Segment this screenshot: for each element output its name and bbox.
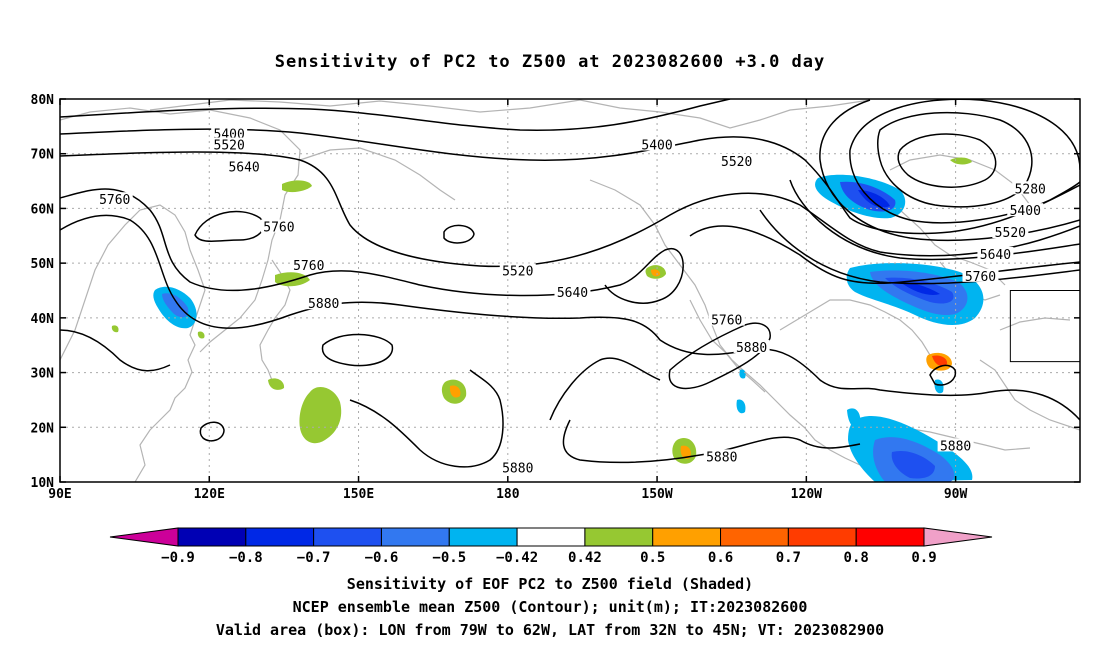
contour-label-bg — [703, 449, 740, 463]
colorbar-level-label: −0.42 — [496, 550, 538, 566]
contour-labels: 5400 5520 5640 5760 5760 5760 5880 5400 5520 5520… — [96, 126, 1049, 476]
lon-tick-label: 150W — [641, 487, 672, 502]
contour-label-bg — [992, 225, 1029, 239]
lat-tick-label: 50N — [31, 257, 55, 272]
shade-pos-pacific — [299, 387, 342, 444]
colorbar-swatch — [720, 527, 789, 547]
valid-area-box — [1009, 290, 1080, 363]
colorbar-level-label: 0.9 — [911, 550, 936, 566]
contour-label: 5520 — [214, 139, 245, 154]
colorbar-swatch — [855, 527, 925, 547]
colorbar-swatch — [448, 527, 518, 547]
contour-label: 5640 — [557, 286, 588, 301]
colorbar-level-label: −0.6 — [365, 550, 399, 566]
contour-label-bg — [226, 159, 263, 173]
contour-label-bg — [733, 339, 770, 353]
colorbar-swatch — [787, 527, 857, 547]
colorbar-level-label: −0.8 — [229, 550, 263, 566]
contour-label-bg — [305, 296, 342, 310]
colorbar-level-label: 0.7 — [776, 550, 801, 566]
colorbar-swatch — [313, 527, 382, 547]
contour-label-bg — [708, 312, 745, 326]
colorbar-swatch — [584, 527, 654, 547]
colorbar-level-label: −0.7 — [297, 550, 331, 566]
lon-tick-label: 150E — [343, 487, 374, 502]
colorbar: −0.9 −0.8 −0.7 −0.6 −0.5 −0.42 0.42 0.5 0.6 0.7 0.… — [109, 527, 993, 566]
contour-label: 5520 — [721, 155, 752, 170]
contour-label: 5760 — [99, 193, 130, 208]
colorbar-level-label: −0.5 — [432, 550, 466, 566]
map-area: 5400 5520 5640 5760 5760 5760 5880 5400 5520 5520… — [60, 99, 1080, 482]
colorbar-swatch — [516, 527, 586, 547]
contour-label-bg — [211, 137, 248, 151]
contour-label-bg — [937, 438, 974, 452]
contour-label: 5760 — [965, 270, 996, 285]
colorbar-level-label: 0.6 — [708, 550, 733, 566]
contour-label: 5880 — [736, 341, 767, 356]
caption-shading: Sensitivity of EOF PC2 to Z500 field (Sh… — [347, 575, 753, 593]
lon-tick-label: 180 — [496, 487, 520, 502]
contour-label-bg — [290, 257, 327, 271]
colorbar-swatch — [380, 527, 450, 547]
contour-label-bg — [96, 192, 133, 206]
contour-label-bg — [499, 263, 536, 277]
contour-label-bg — [1007, 203, 1044, 217]
lat-tick-label: 40N — [31, 312, 55, 327]
contour-label: 5760 — [293, 259, 324, 274]
colorbar-level-label: 0.8 — [844, 550, 869, 566]
contour-label: 5640 — [228, 160, 259, 175]
lat-tick-label: 70N — [31, 148, 55, 163]
colorbar-swatch — [652, 527, 722, 547]
colorbar-level-label: −0.9 — [161, 550, 195, 566]
colorbar-high-extend — [923, 527, 993, 547]
contour-label: 5520 — [502, 264, 533, 279]
colorbar-level-label: 0.5 — [640, 550, 665, 566]
contour-label: 5880 — [308, 297, 339, 312]
contour-label-bg — [260, 219, 297, 233]
contour-label: 5880 — [940, 439, 971, 454]
contour-label: 5760 — [263, 221, 294, 236]
contour-label: 5880 — [706, 450, 737, 465]
lon-tick-label: 90E — [48, 487, 71, 502]
contour-label: 5400 — [1010, 204, 1041, 219]
contour-label: 5640 — [980, 248, 1011, 263]
lat-tick-label: 10N — [31, 476, 55, 491]
lat-tick-label: 60N — [31, 202, 55, 217]
contour-label-bg — [554, 285, 591, 299]
contour-label: 5880 — [502, 461, 533, 476]
colorbar-swatch — [245, 527, 315, 547]
contour-label: 5400 — [641, 139, 672, 154]
colorbar-swatch — [177, 527, 247, 547]
contour-label: 5760 — [711, 314, 742, 329]
contour-label: 5280 — [1015, 182, 1046, 197]
z500-contours — [60, 99, 1080, 468]
sensitivity-shading — [111, 157, 984, 482]
lat-tick-label: 30N — [31, 367, 55, 382]
lat-tick-label: 80N — [31, 93, 55, 108]
lon-tick-label: 120W — [791, 487, 822, 502]
contour-label-bg — [499, 460, 536, 474]
map-frame — [59, 98, 1081, 483]
contour-label-bg — [962, 268, 999, 282]
colorbar-low-extend — [109, 527, 179, 547]
lat-tick-label: 20N — [31, 421, 55, 436]
chart-title: Sensitivity of PC2 to Z500 at 2023082600… — [275, 52, 826, 72]
contour-label-bg — [639, 137, 676, 151]
contour-label: 5520 — [995, 226, 1026, 241]
contour-label-bg — [211, 126, 248, 140]
caption-contour: NCEP ensemble mean Z500 (Contour); unit(… — [293, 598, 808, 616]
contour-label-bg — [718, 153, 755, 167]
lon-tick-label: 120E — [194, 487, 225, 502]
colorbar-level-label: 0.42 — [568, 550, 602, 566]
caption-valid-area: Valid area (box): LON from 79W to 62W, L… — [216, 621, 884, 639]
contour-label-bg — [1012, 181, 1049, 195]
lon-tick-label: 90W — [944, 487, 968, 502]
contour-label-bg — [977, 246, 1014, 260]
